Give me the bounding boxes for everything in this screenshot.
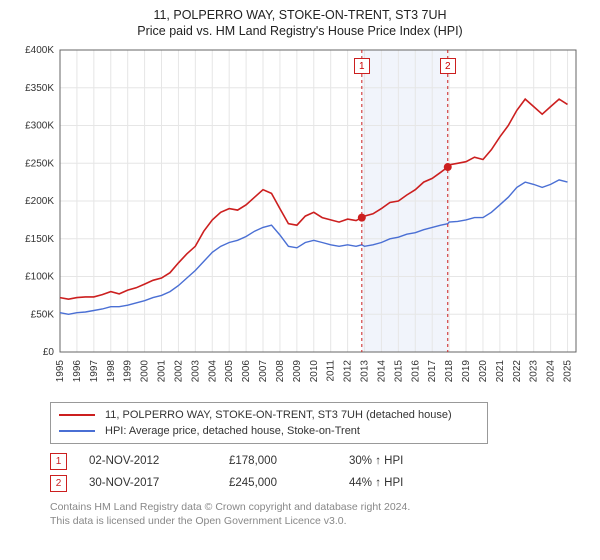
svg-text:2003: 2003 (190, 360, 201, 383)
legend-label: 11, POLPERRO WAY, STOKE-ON-TRENT, ST3 7U… (105, 409, 452, 421)
svg-text:2021: 2021 (495, 360, 506, 383)
svg-text:£400K: £400K (25, 45, 54, 56)
sale-row-2: 2 30-NOV-2017£245,00044% ↑ HPI (50, 472, 580, 494)
sale-badge: 1 (50, 453, 67, 470)
svg-text:2018: 2018 (444, 360, 455, 383)
svg-text:2013: 2013 (360, 360, 371, 383)
chart-svg: £0 £50K £100K £150K £200K £250K £300K £350K £400… (14, 44, 586, 394)
svg-text:2025: 2025 (563, 360, 574, 383)
footnote-line2: This data is licensed under the Open Gov… (50, 514, 580, 528)
svg-text:2009: 2009 (292, 360, 303, 383)
sales-table: 1 02-NOV-2012£178,00030% ↑ HPI 2 30-NOV-201… (50, 450, 580, 494)
svg-text:2020: 2020 (478, 360, 489, 383)
svg-text:2012: 2012 (343, 360, 354, 383)
svg-text:£200K: £200K (25, 196, 54, 207)
svg-text:1996: 1996 (72, 360, 83, 383)
svg-text:1995: 1995 (55, 360, 66, 383)
legend-label: HPI: Average price, detached house, Stok… (105, 425, 360, 437)
svg-text:£0: £0 (43, 347, 55, 358)
svg-text:2017: 2017 (427, 360, 438, 383)
legend-box: 11, POLPERRO WAY, STOKE-ON-TRENT, ST3 7U… (50, 402, 488, 444)
svg-text:2011: 2011 (326, 360, 337, 382)
svg-text:2006: 2006 (241, 360, 252, 383)
title-address: 11, POLPERRO WAY, STOKE-ON-TRENT, ST3 7U… (8, 8, 592, 22)
sale-row-1: 1 02-NOV-2012£178,00030% ↑ HPI (50, 450, 580, 472)
svg-text:1997: 1997 (89, 360, 100, 383)
sale-pct-vs-hpi: 30% ↑ HPI (349, 455, 509, 467)
legend-swatch (59, 430, 95, 432)
svg-text:1998: 1998 (106, 360, 117, 383)
svg-text:2005: 2005 (224, 360, 235, 383)
sale-dot-2 (444, 163, 452, 171)
legend-row-0: 11, POLPERRO WAY, STOKE-ON-TRENT, ST3 7U… (59, 407, 479, 423)
sale-price: £245,000 (229, 477, 349, 489)
svg-text:2024: 2024 (546, 360, 557, 383)
svg-text:1999: 1999 (123, 360, 134, 383)
sale-price: £178,000 (229, 455, 349, 467)
legend-swatch (59, 414, 95, 416)
legend-row-1: HPI: Average price, detached house, Stok… (59, 423, 479, 439)
sale-dot-1 (358, 214, 366, 222)
svg-text:£300K: £300K (25, 121, 54, 132)
svg-text:2015: 2015 (393, 360, 404, 383)
svg-text:£150K: £150K (25, 234, 54, 245)
svg-text:2016: 2016 (410, 360, 421, 383)
svg-text:2014: 2014 (376, 360, 387, 383)
sale-pct-vs-hpi: 44% ↑ HPI (349, 477, 509, 489)
sale-badge: 2 (50, 475, 67, 492)
title-subtitle: Price paid vs. HM Land Registry's House … (8, 24, 592, 38)
svg-text:2019: 2019 (461, 360, 472, 383)
svg-text:2023: 2023 (529, 360, 540, 383)
page-root: 11, POLPERRO WAY, STOKE-ON-TRENT, ST3 7U… (0, 0, 600, 560)
sale-date: 30-NOV-2017 (89, 477, 229, 489)
svg-text:2022: 2022 (512, 360, 523, 383)
svg-text:2004: 2004 (207, 360, 218, 383)
sale-date: 02-NOV-2012 (89, 455, 229, 467)
price-chart: £0 £50K £100K £150K £200K £250K £300K £350K £400… (14, 44, 586, 394)
svg-text:2010: 2010 (309, 360, 320, 383)
svg-text:2001: 2001 (157, 360, 168, 383)
svg-text:£100K: £100K (25, 272, 54, 283)
svg-text:£350K: £350K (25, 83, 54, 94)
svg-text:2000: 2000 (140, 360, 151, 383)
svg-text:2002: 2002 (173, 360, 184, 383)
sale-marker-badge-2: 2 (440, 58, 456, 74)
footnote-line1: Contains HM Land Registry data © Crown c… (50, 500, 580, 514)
footnote: Contains HM Land Registry data © Crown c… (50, 500, 580, 528)
sale-marker-badge-1: 1 (354, 58, 370, 74)
svg-text:2008: 2008 (275, 360, 286, 383)
svg-text:2007: 2007 (258, 360, 269, 383)
svg-text:£250K: £250K (25, 158, 54, 169)
svg-text:£50K: £50K (31, 309, 55, 320)
